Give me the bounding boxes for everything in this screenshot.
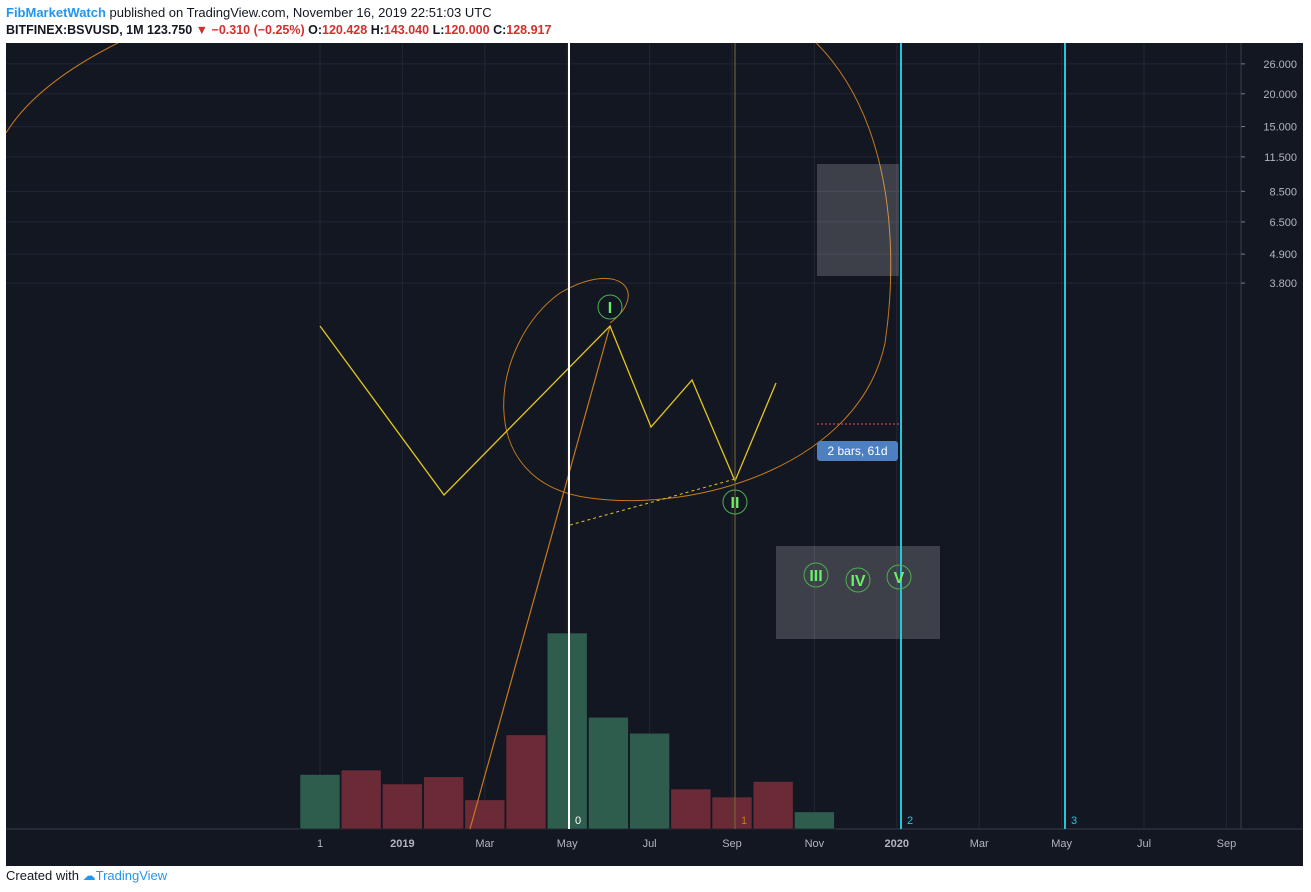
y-tick-label: 4.900 <box>1269 249 1297 261</box>
close-value: 128.917 <box>506 23 552 37</box>
x-axis-ticks: 1 2019 Mar May Jul Sep Nov 2020 Mar May Jul Sep <box>317 838 1236 850</box>
x-tick-label: 2019 <box>390 838 414 850</box>
y-tick-label: 26.000 <box>1263 59 1297 71</box>
symbol-label[interactable]: BITFINEX:BSVUSD, 1M <box>6 23 144 37</box>
volume-bar <box>629 732 670 830</box>
volume-bar <box>382 783 423 830</box>
cycle-label: 0 <box>575 815 581 827</box>
overlays-layer: 0123(1117.310)(380.680)(66.666)BSVUSD128… <box>319 43 1077 829</box>
x-tick-label: Jul <box>643 838 657 850</box>
footer-text: Created with ☁TradingView <box>6 868 167 884</box>
y-tick-label: 15.000 <box>1263 122 1297 134</box>
cycle-label: 2 <box>907 815 913 827</box>
volume-bar <box>794 811 835 830</box>
y-tick-label: 6.500 <box>1269 217 1297 229</box>
wave-label: II <box>731 495 740 512</box>
y-tick-label: 8.500 <box>1269 186 1297 198</box>
author-link[interactable]: FibMarketWatch <box>6 5 106 20</box>
measure-label: 2 bars, 61d <box>827 444 887 458</box>
time-axis[interactable] <box>6 829 1303 866</box>
x-tick-label: Mar <box>475 838 494 850</box>
wave-label: IV <box>850 573 865 590</box>
volume-bar <box>711 796 753 830</box>
volume-bar <box>340 769 382 830</box>
volume-bar <box>588 716 629 830</box>
tradingview-logo-icon[interactable]: ☁ <box>82 868 96 883</box>
drawings-layer <box>5 43 940 830</box>
x-tick-label: May <box>1051 838 1072 850</box>
last-price: 123.750 <box>147 23 193 37</box>
y-tick-label: 3.800 <box>1269 278 1297 290</box>
close-label: C: <box>493 23 507 37</box>
wave-label: V <box>894 570 905 587</box>
cycle-label: 1 <box>741 815 747 827</box>
x-tick-label: Jul <box>1137 838 1151 850</box>
x-tick-label: Sep <box>722 838 742 850</box>
y-axis-ticks: 3000.0002200.0001700.0001300.0001000.000… <box>1241 59 1297 290</box>
wave-label: III <box>809 568 822 585</box>
trend-dashed-line <box>569 478 736 526</box>
publish-line: FibMarketWatch published on TradingView.… <box>6 5 492 20</box>
volume-bar <box>299 774 341 830</box>
high-value: 143.040 <box>383 23 430 37</box>
y-tick-label: 11.500 <box>1264 152 1297 164</box>
wave-label-circle <box>803 562 829 588</box>
chart-header: FibMarketWatch published on TradingView.… <box>0 0 1311 43</box>
volume-bar <box>505 734 547 830</box>
x-tick-label: Nov <box>805 838 825 850</box>
price-chart[interactable]: 0123(1117.310)(380.680)(66.666)BSVUSD128… <box>0 43 1311 866</box>
volume-bar <box>752 781 794 830</box>
fib-spiral <box>5 43 892 502</box>
wave-label-circle <box>886 564 912 590</box>
target-box-upper <box>817 164 899 276</box>
cycle-label: 3 <box>1071 815 1077 827</box>
volume-bar <box>670 788 712 830</box>
created-with-label: Created with <box>6 868 79 883</box>
ohlc-line: BITFINEX:BSVUSD, 1M 123.750 ▼ −0.310 (−0… <box>6 23 551 37</box>
x-tick-label: May <box>557 838 578 850</box>
y-tick-label: 20.000 <box>1263 89 1297 101</box>
wave-label: I <box>608 300 612 317</box>
volume-bar <box>423 776 464 830</box>
x-tick-label: 2020 <box>885 838 909 850</box>
measure-label-bg <box>817 441 898 461</box>
footer: Created with ☁TradingView <box>0 866 1311 892</box>
low-value: 120.000 <box>444 23 490 37</box>
volume-bar <box>546 632 588 830</box>
low-label: L: <box>432 23 445 37</box>
plot-area[interactable] <box>6 43 1241 829</box>
high-label: H: <box>370 23 384 37</box>
price-change: −0.310 (−0.25%) <box>211 23 305 37</box>
open-value: 120.428 <box>322 23 368 37</box>
x-tick-label: 1 <box>317 838 323 850</box>
open-label: O: <box>308 23 323 37</box>
wave-label-circle <box>722 489 748 515</box>
fib-ray <box>469 325 611 830</box>
publish-info: published on TradingView.com, November 1… <box>105 5 492 20</box>
volume-bars <box>299 632 835 830</box>
tradingview-brand[interactable]: TradingView <box>95 868 168 883</box>
down-triangle-icon: ▼ <box>195 23 209 37</box>
wave-label-circle <box>597 294 623 320</box>
wave-label-circle <box>845 567 871 593</box>
price-axis[interactable] <box>1241 43 1303 829</box>
x-tick-label: Sep <box>1217 838 1237 850</box>
x-tick-label: Mar <box>970 838 989 850</box>
